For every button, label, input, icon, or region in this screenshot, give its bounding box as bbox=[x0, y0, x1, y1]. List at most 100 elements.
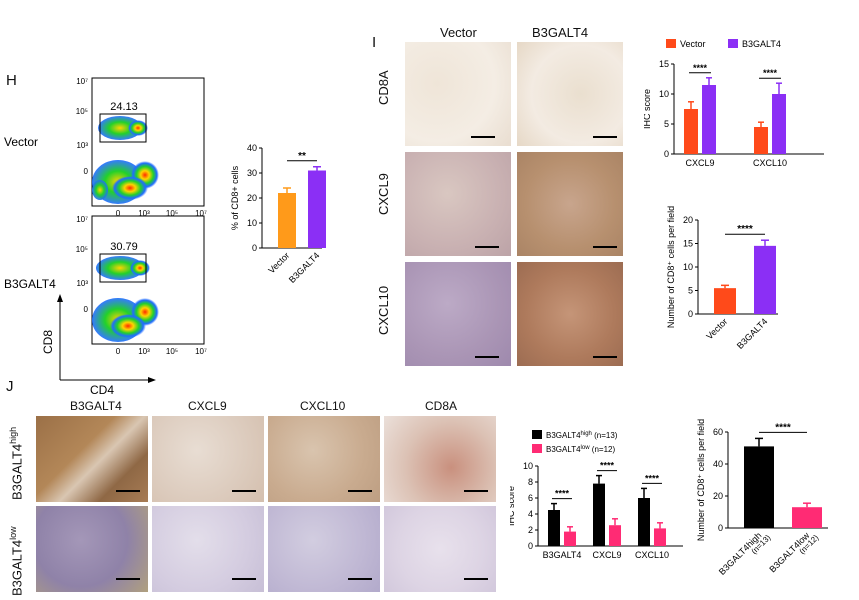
legend-swatch bbox=[666, 39, 676, 48]
y-tick-label: 10 bbox=[659, 89, 669, 99]
bar bbox=[744, 446, 774, 528]
significance-stars: **** bbox=[763, 68, 778, 78]
xtick: 10⁵ bbox=[166, 347, 178, 356]
y-tick-label: 40 bbox=[713, 459, 723, 469]
flow-cytometry-panel: 10⁷ 10⁵ 10³ 0 0 10³ 10⁵ 10⁷ 24.13 Vector… bbox=[4, 77, 207, 397]
gate-box bbox=[99, 253, 147, 283]
bar bbox=[609, 525, 621, 546]
flow-plot-vector: 10⁷ 10⁵ 10³ 0 0 10³ 10⁵ 10⁷ 24.13 bbox=[76, 77, 207, 218]
y-tick-label: 15 bbox=[659, 59, 669, 69]
chart-j-ihc-score: 0 2 4 6 8 10 IHC score **** B3GALT4 **** CXCL9 ****… bbox=[510, 430, 683, 560]
panel-letter-h: H bbox=[6, 72, 17, 89]
panel-letter-i: I bbox=[372, 34, 377, 51]
xtick: 10³ bbox=[138, 209, 150, 218]
ihc-col-header-b3galt4: B3GALT4 bbox=[532, 25, 589, 40]
significance-stars: **** bbox=[737, 224, 753, 235]
j-image-low-cxcl9 bbox=[152, 506, 264, 592]
j-image-high-cd8a bbox=[384, 416, 496, 502]
gate-percent: 24.13 bbox=[110, 101, 138, 113]
j-image-low-b3galt4 bbox=[36, 506, 148, 592]
bar bbox=[654, 528, 666, 546]
sample-label-vector: Vector bbox=[4, 135, 38, 149]
xtick: 10⁷ bbox=[195, 209, 207, 218]
ytick: 0 bbox=[84, 305, 89, 314]
bar bbox=[684, 109, 698, 154]
bar bbox=[792, 507, 822, 528]
j-col-header-cxcl10: CXCL10 bbox=[300, 399, 346, 413]
ihc-col-header-vector: Vector bbox=[440, 25, 477, 40]
j-col-header-b3galt4: B3GALT4 bbox=[70, 399, 122, 413]
y-tick-label: 20 bbox=[713, 491, 723, 501]
y-tick-label: 10 bbox=[523, 461, 533, 471]
chart-i-cd8-per-field: 0 5 10 15 20 Number of CD8⁺ cells per field Ve… bbox=[666, 206, 778, 351]
ytick: 10³ bbox=[76, 279, 88, 288]
ytick: 10⁵ bbox=[76, 245, 88, 254]
ihc-image-vector-cd8a bbox=[405, 42, 511, 146]
category-label: Vector bbox=[704, 316, 729, 341]
panel-letter-j: J bbox=[6, 378, 14, 395]
flow-plot-2-yticks: 10⁷ 10⁵ 10³ 0 bbox=[76, 215, 89, 314]
legend-swatch bbox=[728, 39, 738, 48]
ihc-image-b3galt4-cd8a bbox=[517, 42, 623, 146]
legend-label: B3GALT4high (n=13) bbox=[546, 431, 618, 440]
y-tick-label: 8 bbox=[528, 477, 533, 487]
bar bbox=[638, 498, 650, 546]
legend-label: Vector bbox=[680, 39, 706, 49]
xtick: 10³ bbox=[138, 347, 150, 356]
y-axis-label: % of CD8+ cells bbox=[230, 165, 240, 230]
xtick: 10⁵ bbox=[166, 209, 178, 218]
bar bbox=[593, 483, 605, 546]
sample-label-b3galt4: B3GALT4 bbox=[4, 277, 56, 291]
category-label: B3GALT4 bbox=[543, 550, 582, 560]
ytick: 10³ bbox=[76, 141, 88, 150]
significance-stars: ** bbox=[298, 151, 306, 162]
j-image-high-cxcl10 bbox=[268, 416, 380, 502]
y-tick-label: 20 bbox=[247, 193, 257, 203]
ihc-row-label-cxcl9: CXCL9 bbox=[376, 173, 391, 215]
ihc-image-vector-cxcl9 bbox=[405, 152, 511, 256]
ihc-row-label-cxcl10: CXCL10 bbox=[376, 285, 391, 335]
y-axis-label: IHC score bbox=[510, 486, 516, 526]
ihc-image-vector-cxcl10 bbox=[405, 262, 511, 366]
y-tick-label: 6 bbox=[528, 493, 533, 503]
xtick: 10⁷ bbox=[195, 347, 207, 356]
j-row-label-high-base: B3GALT4 bbox=[9, 443, 25, 500]
j-image-low-cxcl10 bbox=[268, 506, 380, 592]
j-row-label-high: B3GALT4high bbox=[8, 427, 24, 500]
bar bbox=[564, 531, 576, 546]
category-label: CXCL10 bbox=[635, 550, 669, 560]
j-row-label-high-sup: high bbox=[8, 426, 18, 444]
y-axis-label: Number of CD8⁺ cells per field bbox=[666, 206, 676, 328]
y-axis-label-cd8: CD8 bbox=[41, 330, 55, 354]
xtick: 0 bbox=[116, 347, 121, 356]
ytick: 10⁷ bbox=[76, 215, 88, 224]
chart-i-ihc-score: 0 5 10 15 IHC score **** CXCL9 **** CXCL10 Vector… bbox=[644, 39, 824, 168]
y-tick-label: 0 bbox=[664, 149, 669, 159]
y-tick-label: 0 bbox=[688, 309, 693, 319]
gate-percent: 30.79 bbox=[110, 241, 138, 253]
significance-stars: **** bbox=[600, 461, 615, 471]
bar bbox=[772, 94, 786, 154]
j-image-high-b3galt4 bbox=[36, 416, 148, 502]
ytick: 10⁷ bbox=[76, 77, 88, 86]
flow-plot-1-xticks: 0 10³ 10⁵ 10⁷ bbox=[116, 209, 207, 218]
significance-stars: **** bbox=[645, 473, 660, 483]
flow-plot-b3galt4: 10⁷ 10⁵ 10³ 0 0 10³ 10⁵ 10⁷ 30.79 bbox=[76, 215, 207, 356]
y-tick-label: 15 bbox=[683, 239, 693, 249]
y-tick-label: 10 bbox=[683, 262, 693, 272]
y-axis-label: IHC score bbox=[644, 89, 652, 129]
bar bbox=[702, 85, 716, 154]
y-tick-label: 5 bbox=[664, 119, 669, 129]
flow-plot-2-xticks: 0 10³ 10⁵ 10⁷ bbox=[116, 347, 207, 356]
y-tick-label: 4 bbox=[528, 509, 533, 519]
significance-stars: **** bbox=[775, 422, 791, 433]
j-row-label-low: B3GALT4low bbox=[8, 526, 24, 596]
category-label: B3GALT4 bbox=[287, 250, 322, 285]
y-tick-label: 10 bbox=[247, 218, 257, 228]
y-tick-label: 60 bbox=[713, 427, 723, 437]
y-tick-label: 30 bbox=[247, 168, 257, 178]
axis-arrows: CD8 CD4 bbox=[41, 294, 156, 397]
j-row-label-low-base: B3GALT4 bbox=[9, 539, 25, 596]
